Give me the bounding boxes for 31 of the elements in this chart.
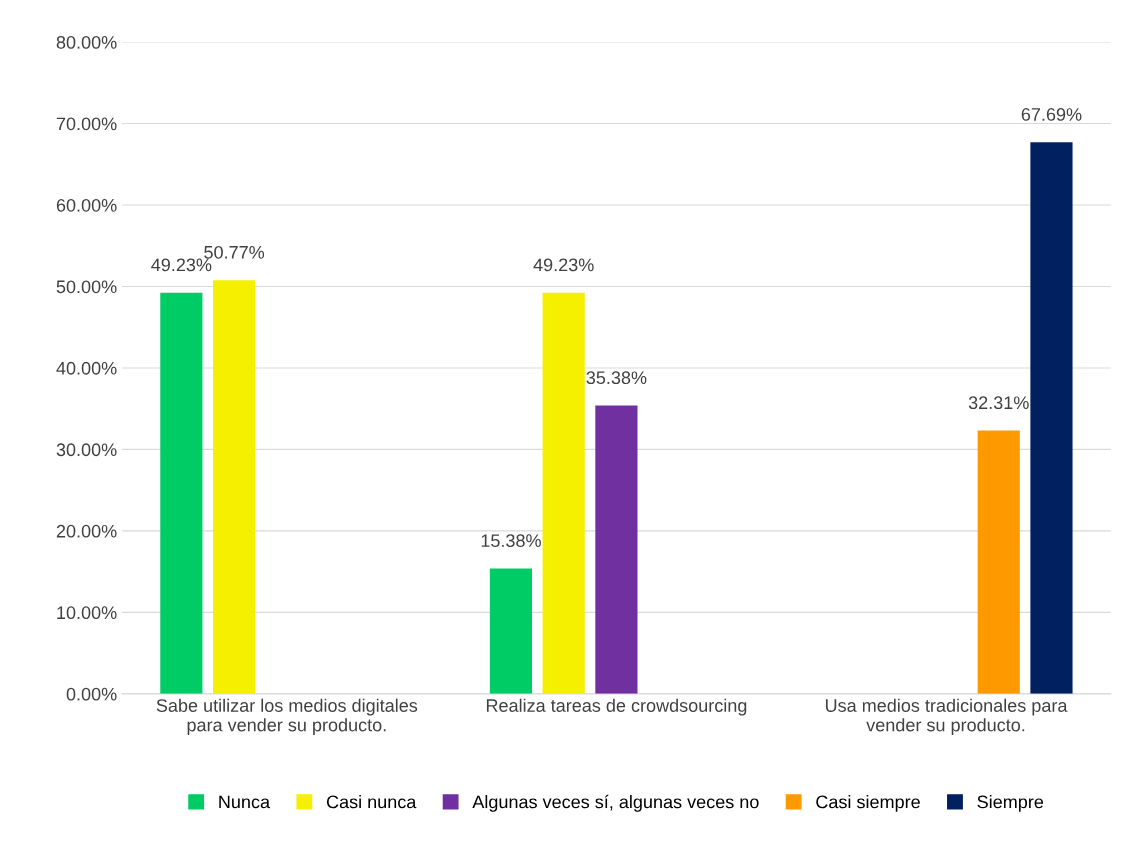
legend-label: Casi nunca xyxy=(326,795,417,809)
data-label: 49.23% xyxy=(533,258,594,272)
bar xyxy=(542,292,585,694)
bar xyxy=(213,280,256,694)
legend-label: Nunca xyxy=(219,795,271,809)
bar xyxy=(1030,142,1073,694)
legend-label: Casi siempre xyxy=(816,795,920,812)
y-tick-label: 30.00% xyxy=(56,443,117,457)
data-label: 32.31% xyxy=(968,396,1029,410)
y-tick-label: 80.00% xyxy=(56,35,117,49)
data-label: 50.77% xyxy=(204,245,265,259)
y-tick-label: 0.00% xyxy=(66,687,117,701)
x-tick-label: Sabe utilizar los medios digitales para vender su producto. xyxy=(156,698,418,735)
data-label: 67.69% xyxy=(1021,108,1082,121)
y-tick-label: 20.00% xyxy=(56,524,117,538)
legend-label: Siempre xyxy=(977,795,1044,812)
y-tick-label: 50.00% xyxy=(56,280,117,294)
data-label: 35.38% xyxy=(586,371,647,385)
bar xyxy=(977,430,1020,694)
x-tick-label: Realiza tareas de crowdsourcing xyxy=(486,698,747,716)
y-tick-label: 10.00% xyxy=(57,606,117,620)
data-label: 15.38% xyxy=(481,534,541,548)
bar xyxy=(489,568,533,694)
data-label: 49.23% xyxy=(151,258,212,272)
x-tick-label: Usa medios tradicionales para vender su producto. xyxy=(825,698,1068,735)
y-tick-label: 40.00% xyxy=(56,361,117,375)
y-tick-label: 60.00% xyxy=(56,198,117,212)
legend-label: Algunas veces sí, algunas veces no xyxy=(472,794,759,812)
y-tick-label: 70.00% xyxy=(56,117,117,131)
bar xyxy=(595,405,638,694)
bar xyxy=(160,292,203,694)
